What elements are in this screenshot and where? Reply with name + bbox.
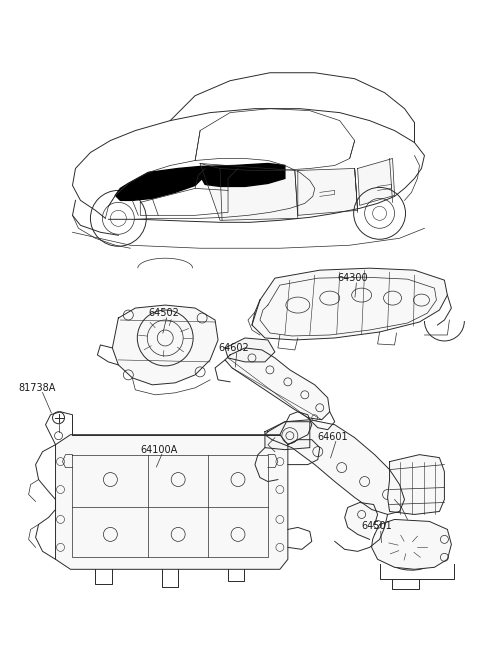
Polygon shape bbox=[265, 422, 310, 449]
Polygon shape bbox=[252, 268, 447, 340]
Text: 64501: 64501 bbox=[361, 522, 392, 531]
Text: 64502: 64502 bbox=[148, 308, 179, 318]
Polygon shape bbox=[225, 338, 275, 362]
Polygon shape bbox=[112, 305, 218, 385]
Polygon shape bbox=[200, 163, 298, 220]
Polygon shape bbox=[265, 420, 405, 514]
Polygon shape bbox=[115, 167, 205, 200]
Text: 81738A: 81738A bbox=[19, 383, 56, 393]
Polygon shape bbox=[358, 159, 395, 205]
Polygon shape bbox=[345, 502, 378, 539]
Text: 64602: 64602 bbox=[218, 343, 249, 353]
Polygon shape bbox=[200, 163, 285, 186]
Polygon shape bbox=[56, 435, 288, 569]
Text: 64601: 64601 bbox=[318, 432, 348, 441]
Polygon shape bbox=[225, 348, 330, 420]
Polygon shape bbox=[298, 169, 358, 215]
Text: 64100A: 64100A bbox=[140, 445, 178, 455]
Polygon shape bbox=[387, 455, 444, 514]
Text: 64300: 64300 bbox=[338, 273, 368, 283]
Polygon shape bbox=[372, 520, 451, 569]
